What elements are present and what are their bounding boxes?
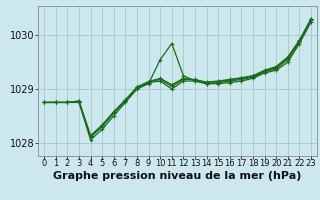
X-axis label: Graphe pression niveau de la mer (hPa): Graphe pression niveau de la mer (hPa) [53,171,302,181]
